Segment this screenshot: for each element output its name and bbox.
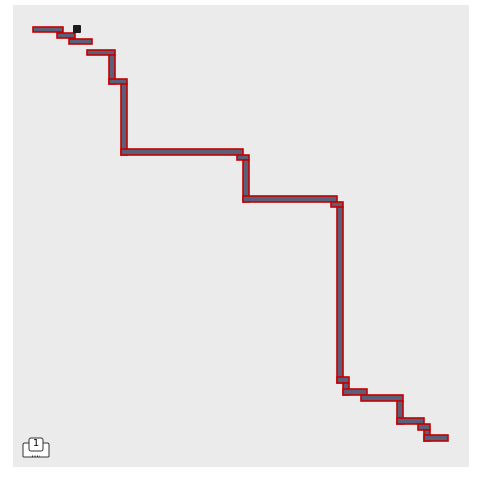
trail-segment bbox=[337, 377, 349, 383]
trail-segment bbox=[397, 418, 424, 424]
trail-segment bbox=[424, 435, 448, 441]
trail-segment bbox=[121, 84, 127, 155]
step-counter-label: 1 bbox=[29, 437, 43, 451]
step-counter-badge[interactable]: 1 bbox=[21, 437, 51, 459]
trail-segment bbox=[418, 424, 430, 430]
trail-segment bbox=[243, 196, 337, 202]
trail-segment bbox=[57, 33, 75, 38]
trail-segment bbox=[121, 149, 243, 155]
trail-segment bbox=[69, 39, 92, 44]
player-marker-icon[interactable] bbox=[73, 25, 81, 33]
trail-segment bbox=[361, 395, 403, 401]
trail-segment bbox=[337, 207, 343, 383]
trail-segment bbox=[343, 389, 367, 395]
trail-segment bbox=[33, 27, 63, 32]
